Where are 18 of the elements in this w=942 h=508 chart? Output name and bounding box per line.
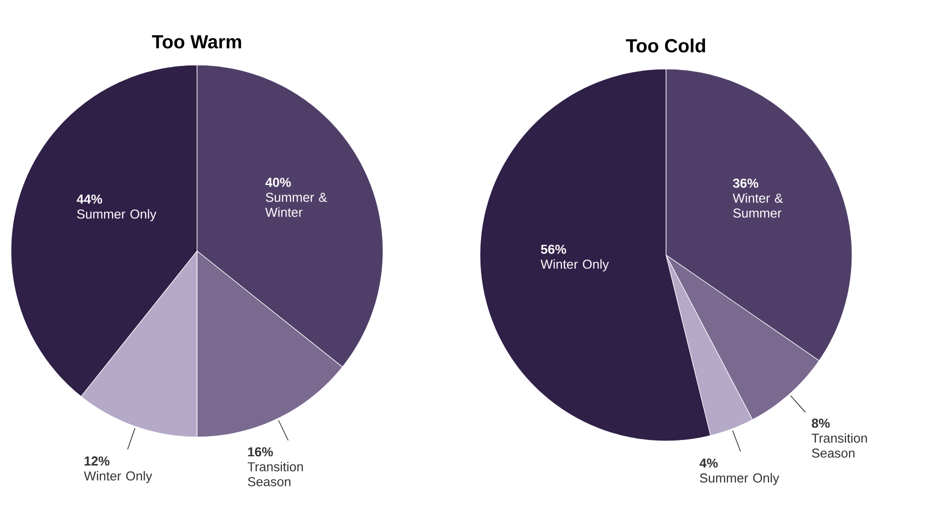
data-label: 12%: [84, 456, 110, 466]
slice-label: Summer Only: [700, 473, 780, 486]
slice-label: Summer Only: [77, 209, 156, 222]
slice-label: Winter & Summer: [732, 193, 783, 218]
data-label: 56%: [540, 244, 566, 254]
data-label: 16%: [248, 447, 273, 456]
chart-title: Too Cold: [626, 38, 706, 52]
data-label: 44%: [76, 194, 102, 204]
slice-label: Winter Only: [540, 259, 609, 272]
data-label: 36%: [732, 178, 758, 188]
data-label: 40%: [265, 178, 291, 187]
data-label: 8%: [812, 418, 830, 428]
slice-label: Transition Season: [248, 462, 303, 486]
slice-label: Summer & Winter: [265, 192, 327, 217]
data-label: 4%: [700, 458, 718, 468]
slice-label: Transition Season: [812, 433, 867, 458]
slice-label: Winter Only: [84, 471, 152, 484]
chart-title: Too Warm: [152, 35, 242, 48]
